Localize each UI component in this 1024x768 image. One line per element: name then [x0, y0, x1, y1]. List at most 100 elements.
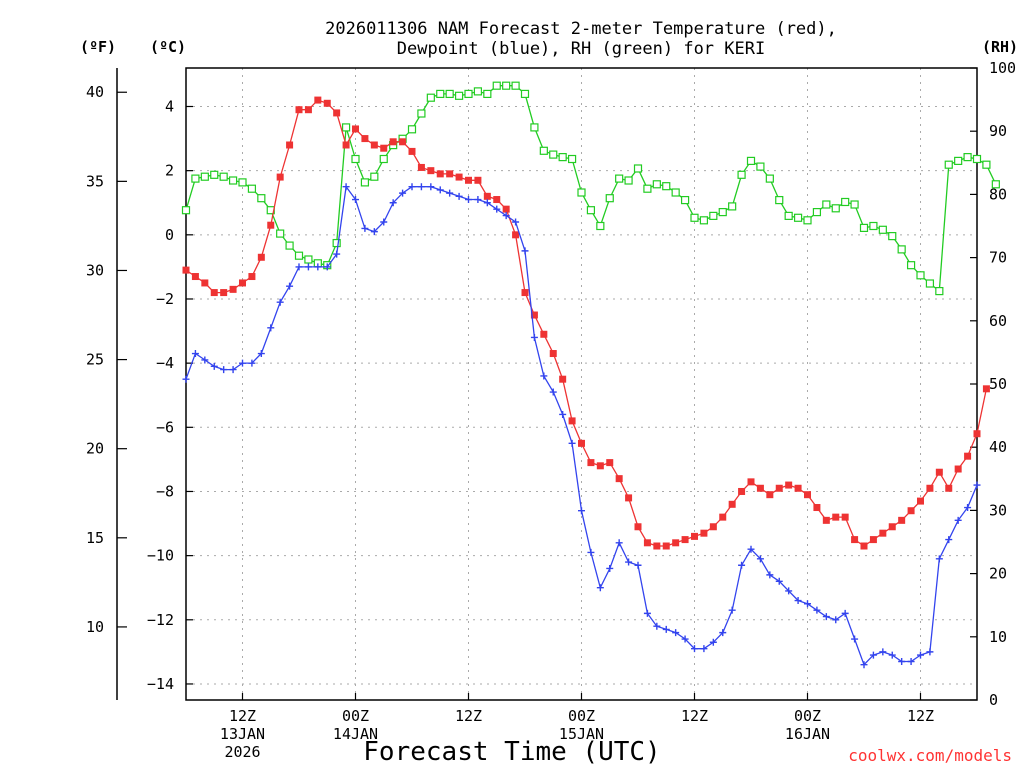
- time-tick-label: 16JAN: [785, 725, 830, 743]
- rh-point: [671, 188, 680, 197]
- rh-point: [972, 154, 982, 164]
- temperature-point: [578, 439, 585, 447]
- rh-point: [417, 109, 426, 118]
- rh-tick-label: 0: [989, 691, 998, 709]
- dewpoint-point: [568, 439, 576, 447]
- temperature-point: [954, 465, 962, 473]
- dewpoint-point: [295, 263, 303, 271]
- x-axis-title: Forecast Time (UTC): [363, 737, 660, 767]
- dewpoint-point: [408, 183, 416, 191]
- dewpoint-point: [888, 651, 896, 659]
- celsius-tick-label: −12: [147, 611, 174, 629]
- rh-point: [370, 172, 379, 181]
- rh-point: [492, 81, 501, 90]
- temperature-point: [408, 147, 416, 155]
- rh-point: [756, 162, 765, 171]
- temperature-point: [455, 173, 463, 181]
- dewpoint-point: [304, 263, 312, 271]
- rh-point: [285, 241, 294, 250]
- dewpoint-point: [239, 359, 246, 367]
- dewpoint-point: [898, 658, 906, 666]
- dewpoint-point: [935, 555, 943, 563]
- temperature-point: [587, 459, 595, 467]
- celsius-tick-label: 0: [165, 226, 174, 244]
- dewpoint-point: [973, 481, 981, 489]
- dewpoint-point: [342, 183, 350, 191]
- dewpoint-point: [615, 539, 623, 547]
- temperature-point: [973, 430, 981, 438]
- rh-point: [878, 225, 887, 234]
- temperature-point: [625, 494, 633, 502]
- temperature-point: [719, 513, 727, 521]
- temperature-point: [766, 491, 774, 499]
- fahrenheit-tick-label: 40: [86, 83, 104, 101]
- dewpoint-point: [869, 651, 877, 659]
- temperature-point: [286, 141, 294, 149]
- temperature-point: [728, 500, 736, 508]
- rh-point: [803, 216, 812, 225]
- dewpoint-point: [521, 247, 529, 255]
- temperature-point: [465, 176, 472, 184]
- rh-tick-label: 70: [989, 249, 1007, 267]
- temperature-point: [691, 532, 698, 540]
- celsius-tick-label: −14: [147, 675, 174, 693]
- temperature-point: [851, 536, 859, 544]
- rh-point: [454, 91, 464, 100]
- celsius-tick-label: −2: [156, 290, 174, 308]
- dewpoint-point: [286, 282, 294, 290]
- temperature-point: [785, 481, 793, 489]
- dewpoint-point: [606, 564, 614, 572]
- dewpoint-point: [662, 625, 670, 633]
- temperature-point: [945, 484, 953, 492]
- dewpoint-point: [380, 218, 388, 226]
- time-tick-label: 12Z: [229, 707, 256, 725]
- rh-point: [982, 160, 991, 169]
- time-tick-label: 12Z: [907, 707, 934, 725]
- dewpoint-point: [785, 587, 793, 595]
- dewpoint-point: [672, 629, 680, 637]
- temperature-point: [427, 167, 435, 175]
- time-tick-label: 12Z: [455, 707, 482, 725]
- temperature-point: [917, 497, 924, 505]
- dewpoint-point: [738, 561, 746, 569]
- temperature-point: [229, 285, 237, 293]
- rh-point: [897, 245, 906, 254]
- temperature-point: [926, 484, 934, 492]
- rh-point: [690, 213, 699, 222]
- dewpoint-point: [756, 555, 764, 563]
- dewpoint-point: [417, 183, 425, 191]
- dewpoint-point: [851, 635, 859, 643]
- temperature-point: [333, 109, 341, 117]
- rh-tick-label: 80: [989, 185, 1007, 203]
- celsius-tick-label: 2: [165, 162, 174, 180]
- temperature-point: [596, 462, 604, 470]
- rh-point: [859, 223, 869, 232]
- rh-point: [906, 261, 916, 270]
- fahrenheit-tick-label: 20: [86, 440, 104, 458]
- rh-point: [652, 180, 661, 189]
- temperature-point: [389, 138, 397, 146]
- temperature-point: [474, 176, 482, 184]
- rh-point: [530, 123, 539, 132]
- rh-point: [615, 174, 624, 183]
- temperature-point: [662, 542, 670, 550]
- dewpoint-point: [446, 189, 454, 197]
- dewpoint-point: [323, 263, 331, 271]
- temperature-point: [822, 516, 830, 524]
- temperature-point: [738, 487, 746, 495]
- temperature-point: [568, 417, 576, 425]
- series-dewpoint: [182, 183, 981, 669]
- dewpoint-point: [926, 648, 934, 656]
- temperature-point: [559, 375, 567, 383]
- rh-point: [483, 89, 492, 99]
- dewpoint-point: [578, 507, 585, 515]
- rh-point: [247, 184, 257, 193]
- temperature-point: [257, 253, 265, 261]
- rh-point: [407, 125, 417, 134]
- dewpoint-point: [493, 205, 501, 213]
- rh-point: [888, 232, 897, 241]
- dewpoint-point: [709, 638, 717, 646]
- dewpoint-point: [352, 196, 359, 204]
